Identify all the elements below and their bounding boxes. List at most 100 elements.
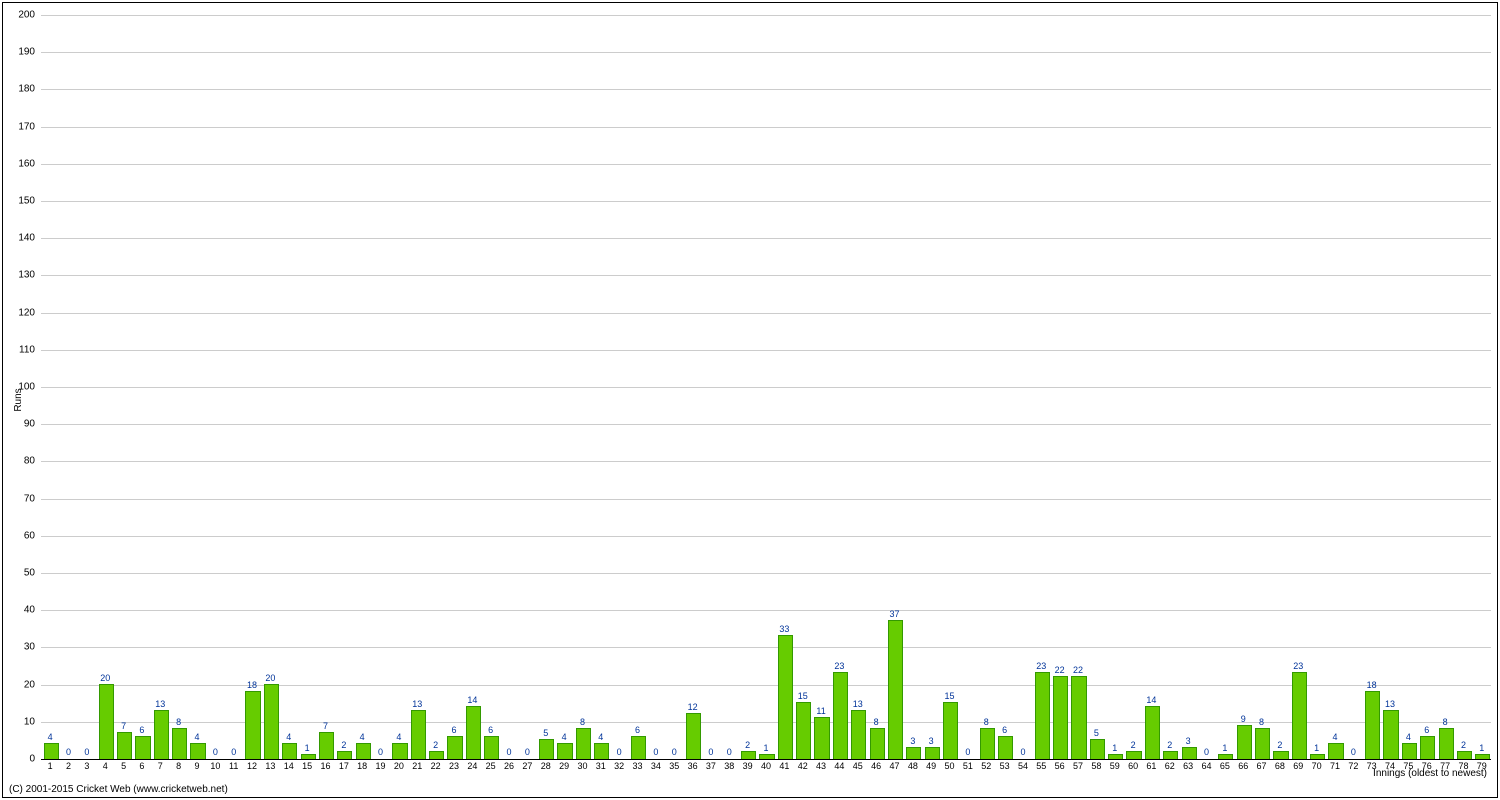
y-tick-label: 190 xyxy=(3,47,35,58)
bar xyxy=(172,728,187,759)
bar-value-label: 0 xyxy=(378,747,383,757)
copyright-text: (C) 2001-2015 Cricket Web (www.cricketwe… xyxy=(9,784,228,795)
x-tick-label: 78 xyxy=(1458,761,1468,771)
bar-value-label: 2 xyxy=(1167,740,1172,750)
bar-value-label: 6 xyxy=(1424,725,1429,735)
x-tick-label: 47 xyxy=(889,761,899,771)
bar-value-label: 3 xyxy=(910,736,915,746)
x-tick-label: 14 xyxy=(284,761,294,771)
y-tick-label: 170 xyxy=(3,121,35,132)
bar xyxy=(337,751,352,759)
x-tick-label: 48 xyxy=(908,761,918,771)
bar-value-label: 20 xyxy=(100,673,110,683)
bar xyxy=(1420,736,1435,759)
gridline xyxy=(41,536,1491,537)
gridline xyxy=(41,313,1491,314)
bar xyxy=(1237,725,1252,759)
bar-value-label: 4 xyxy=(1332,732,1337,742)
gridline xyxy=(41,350,1491,351)
bar xyxy=(1182,747,1197,759)
x-tick-label: 11 xyxy=(229,761,238,771)
x-tick-label: 26 xyxy=(504,761,514,771)
bar-value-label: 2 xyxy=(745,740,750,750)
bar-value-label: 0 xyxy=(965,747,970,757)
bar-value-label: 18 xyxy=(1367,680,1377,690)
x-tick-label: 19 xyxy=(376,761,386,771)
gridline xyxy=(41,685,1491,686)
bar-value-label: 23 xyxy=(834,661,844,671)
x-tick-label: 6 xyxy=(139,761,144,771)
bar-value-label: 8 xyxy=(1443,717,1448,727)
bar-value-label: 1 xyxy=(305,743,310,753)
x-tick-label: 4 xyxy=(103,761,108,771)
x-tick-label: 70 xyxy=(1312,761,1322,771)
x-tick-label: 45 xyxy=(853,761,863,771)
bar xyxy=(99,684,114,759)
gridline xyxy=(41,424,1491,425)
bar xyxy=(154,710,169,759)
x-tick-label: 20 xyxy=(394,761,404,771)
bar-value-label: 2 xyxy=(1277,740,1282,750)
x-tick-label: 39 xyxy=(743,761,753,771)
x-tick-label: 71 xyxy=(1330,761,1340,771)
gridline xyxy=(41,387,1491,388)
x-tick-label: 43 xyxy=(816,761,826,771)
bar xyxy=(980,728,995,759)
bar-value-label: 4 xyxy=(194,732,199,742)
x-tick-label: 22 xyxy=(431,761,441,771)
bar xyxy=(1402,743,1417,759)
bar-value-label: 3 xyxy=(929,736,934,746)
y-tick-label: 60 xyxy=(3,530,35,541)
y-tick-label: 120 xyxy=(3,307,35,318)
bar xyxy=(356,743,371,759)
bar-value-label: 33 xyxy=(779,624,789,634)
gridline xyxy=(41,573,1491,574)
bar-value-label: 13 xyxy=(155,699,165,709)
y-tick-label: 160 xyxy=(3,158,35,169)
bar-value-label: 0 xyxy=(1204,747,1209,757)
bar-value-label: 1 xyxy=(1112,743,1117,753)
bar-value-label: 0 xyxy=(1020,747,1025,757)
x-tick-label: 1 xyxy=(48,761,53,771)
bar-value-label: 1 xyxy=(1479,743,1484,753)
x-tick-label: 68 xyxy=(1275,761,1285,771)
bar xyxy=(1218,754,1233,759)
bar-value-label: 7 xyxy=(121,721,126,731)
x-tick-label: 9 xyxy=(194,761,199,771)
x-tick-label: 25 xyxy=(486,761,496,771)
gridline xyxy=(41,647,1491,648)
x-tick-label: 55 xyxy=(1036,761,1046,771)
bar xyxy=(429,751,444,759)
bar-value-label: 0 xyxy=(84,747,89,757)
x-tick-label: 46 xyxy=(871,761,881,771)
y-tick-label: 90 xyxy=(3,419,35,430)
y-tick-label: 80 xyxy=(3,456,35,467)
bar-value-label: 14 xyxy=(1146,695,1156,705)
bar xyxy=(833,672,848,759)
bar-value-label: 4 xyxy=(286,732,291,742)
bar-value-label: 8 xyxy=(984,717,989,727)
x-tick-label: 67 xyxy=(1257,761,1267,771)
gridline xyxy=(41,52,1491,53)
y-tick-label: 100 xyxy=(3,382,35,393)
x-tick-label: 58 xyxy=(1091,761,1101,771)
bar-value-label: 0 xyxy=(617,747,622,757)
bar-value-label: 0 xyxy=(653,747,658,757)
x-tick-label: 79 xyxy=(1477,761,1487,771)
x-tick-label: 72 xyxy=(1348,761,1358,771)
gridline xyxy=(41,275,1491,276)
bar-value-label: 1 xyxy=(1222,743,1227,753)
bar-value-label: 11 xyxy=(816,706,825,716)
x-tick-label: 15 xyxy=(302,761,312,771)
bar xyxy=(466,706,481,759)
bar xyxy=(135,736,150,759)
x-tick-label: 28 xyxy=(541,761,551,771)
bar-value-label: 18 xyxy=(247,680,257,690)
bar xyxy=(1328,743,1343,759)
bar-value-label: 0 xyxy=(213,747,218,757)
bar xyxy=(1090,739,1105,759)
bar xyxy=(943,702,958,759)
bar-value-label: 6 xyxy=(451,725,456,735)
bar-value-label: 14 xyxy=(467,695,477,705)
x-tick-label: 64 xyxy=(1201,761,1211,771)
